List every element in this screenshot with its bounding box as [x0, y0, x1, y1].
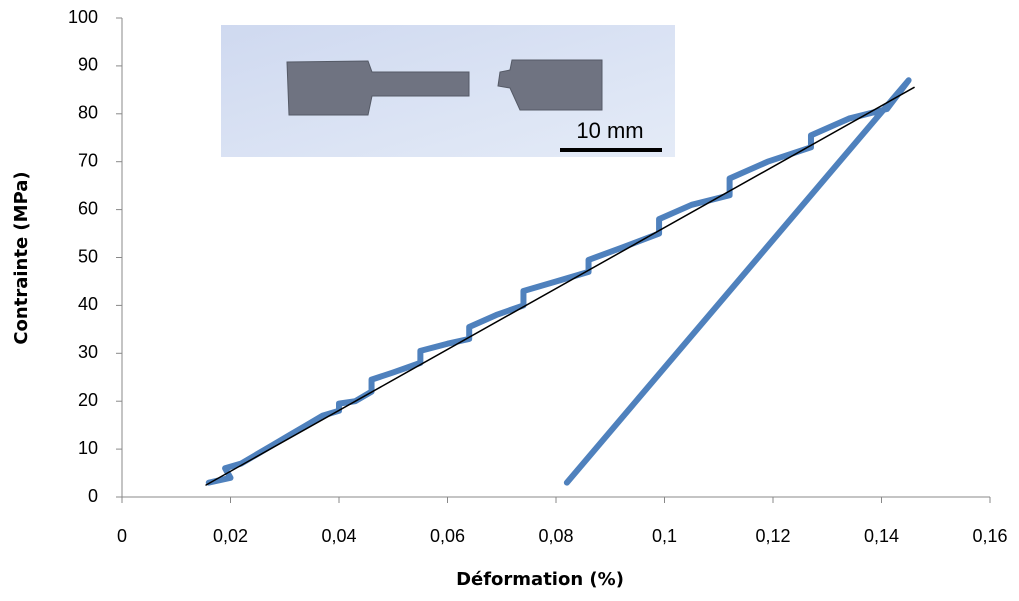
specimen-photo: 10 mm — [221, 25, 675, 157]
x-tick-label: 0,02 — [213, 526, 248, 546]
x-tick-label: 0,16 — [972, 526, 1007, 546]
x-tick-label: 0 — [117, 526, 127, 546]
x-tick-label: 0,12 — [755, 526, 790, 546]
series-line — [205, 77, 912, 486]
scale-label: 10 mm — [576, 118, 643, 143]
x-tick-label: 0,06 — [430, 526, 465, 546]
y-tick-label: 80 — [78, 103, 98, 123]
y-tick-label: 40 — [78, 294, 98, 314]
x-tick-label: 0,04 — [321, 526, 356, 546]
x-tick-label: 0,1 — [652, 526, 677, 546]
x-tick-label: 0,08 — [538, 526, 573, 546]
y-tick-label: 90 — [78, 55, 98, 75]
y-tick-label: 50 — [78, 246, 98, 266]
x-axis-title: Déformation (%) — [456, 569, 624, 590]
y-tick-label: 60 — [78, 198, 98, 218]
y-tick-label: 0 — [88, 486, 98, 506]
x-tick-label: 0,14 — [864, 526, 899, 546]
y-tick-label: 20 — [78, 390, 98, 410]
y-tick-label: 100 — [68, 7, 98, 27]
y-tick-label: 30 — [78, 342, 98, 362]
series-line — [205, 86, 915, 486]
y-tick-label: 70 — [78, 150, 98, 170]
y-axis-title: Contrainte (MPa) — [11, 171, 32, 344]
y-tick-label: 10 — [78, 438, 98, 458]
